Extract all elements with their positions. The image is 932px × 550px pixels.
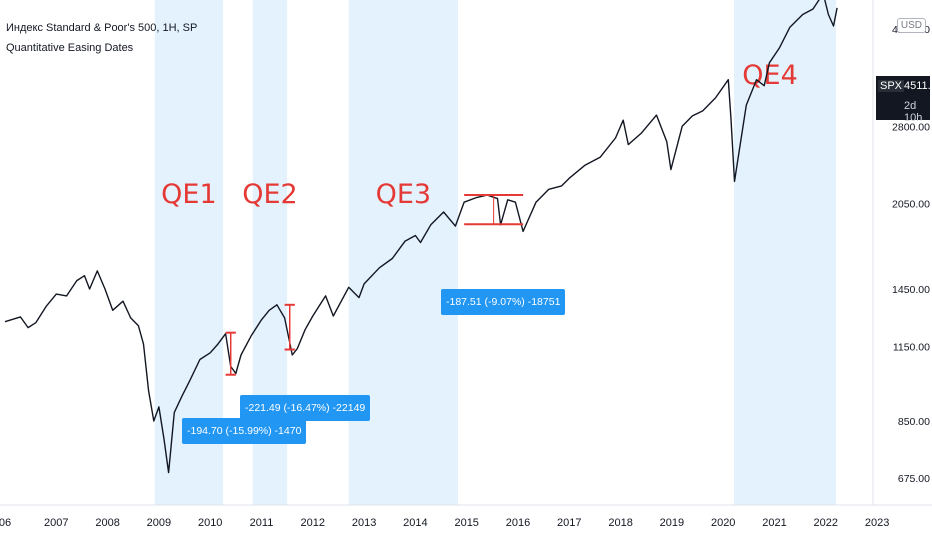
measure-label-3: -187.51 (-9.07%) -18751 (441, 289, 566, 315)
y-tick-label: 1150.00 (893, 341, 930, 353)
y-tick-label: 850.00 (898, 416, 930, 428)
last-price-value: 4511.60 (904, 80, 932, 92)
x-tick-label: 2021 (762, 517, 786, 529)
qe-label-1: QE1 (161, 179, 217, 210)
y-tick-label: 675.00 (898, 473, 930, 485)
x-tick-label: 2020 (711, 517, 735, 529)
x-tick-label: 2007 (44, 517, 68, 529)
measure-marker-1 (225, 331, 236, 376)
x-tick-label: 2017 (557, 517, 581, 529)
x-tick-label: 2010 (198, 517, 222, 529)
measurements (225, 194, 524, 376)
qe-band-3 (348, 0, 458, 505)
last-price-symbol: SPX (878, 80, 905, 92)
qe-band-4 (733, 0, 837, 505)
x-tick-label: 06 (0, 517, 11, 529)
x-tick-label: 2023 (865, 517, 889, 529)
y-tick-label: 1450.00 (892, 284, 930, 296)
x-tick-label: 2014 (403, 517, 427, 529)
x-tick-label: 2008 (95, 517, 119, 529)
x-tick-label: 2016 (506, 517, 530, 529)
qe-label-3: QE3 (376, 179, 432, 210)
y-tick-label: 2800.00 (892, 121, 930, 133)
measure-marker-2 (284, 303, 295, 351)
x-tick-label: 2009 (147, 517, 171, 529)
x-axis-ticks[interactable]: 06 2007 2008 2009 2010 2011 2012 2013 2014 2015 20… (0, 517, 889, 529)
x-tick-label: 2015 (454, 517, 478, 529)
qe-label-4: QE4 (742, 60, 798, 91)
qe-label-2: QE2 (242, 179, 298, 210)
x-tick-label: 2013 (352, 517, 376, 529)
last-price-marker: SPX 4511.60 2d 10h (876, 76, 932, 124)
measure-label-2: -221.49 (-16.47%) -22149 (240, 395, 371, 421)
x-tick-label: 2011 (250, 517, 274, 529)
x-tick-label: 2022 (814, 517, 838, 529)
price-series (4, 0, 838, 474)
measure-marker-3 (464, 194, 524, 226)
x-tick-label: 2019 (660, 517, 684, 529)
y-tick-label: 2050.00 (892, 198, 930, 210)
measure-label-1: -194.70 (-15.99%) -1470 (182, 418, 307, 444)
legend-title[interactable]: Индекс Standard & Poor's 500, 1H, SP (6, 22, 198, 34)
bar-countdown: 2d 10h (904, 100, 923, 124)
x-tick-label: 2012 (301, 517, 325, 529)
legend-indicator[interactable]: Quantitative Easing Dates (6, 42, 134, 54)
spx-price-line (4, 0, 838, 474)
currency-badge[interactable]: USD (896, 18, 926, 33)
x-tick-label: 2018 (608, 517, 632, 529)
qe-bands (154, 0, 837, 505)
qe-labels: QE1 QE2 QE3 QE4 (161, 60, 798, 210)
